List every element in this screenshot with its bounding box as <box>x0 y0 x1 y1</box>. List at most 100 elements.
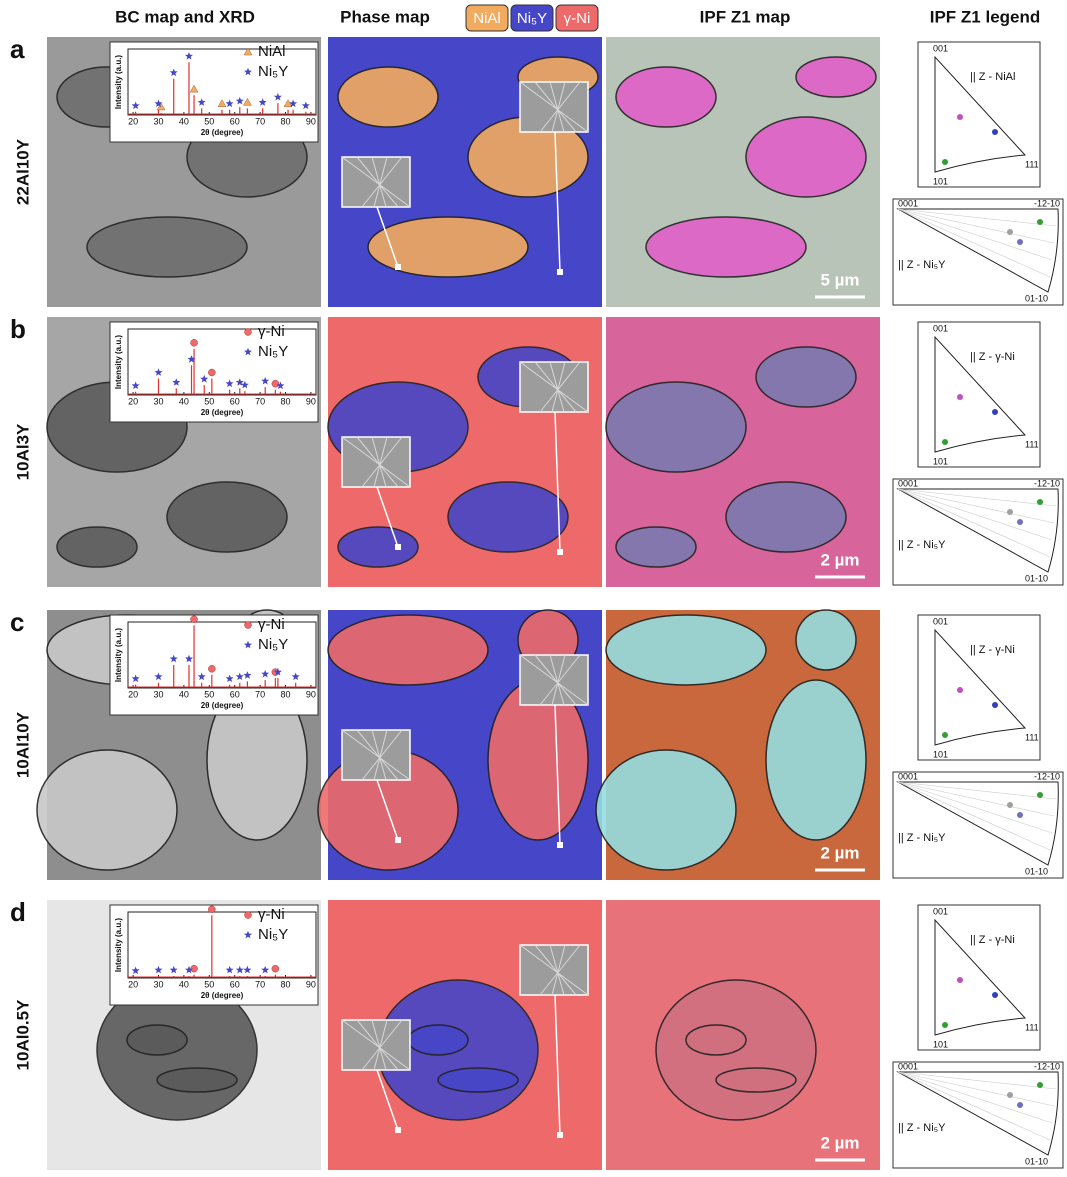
x-tick-label: 70 <box>255 396 265 406</box>
grain <box>796 57 876 97</box>
grain <box>408 1025 468 1055</box>
orientation-cluster <box>1037 1082 1043 1088</box>
orientation-cluster <box>992 702 998 708</box>
ipf-vertex: 0001 <box>898 771 918 781</box>
grain <box>726 482 846 552</box>
ipf-vertex: 01-10 <box>1025 866 1048 876</box>
row-letter: a <box>10 34 25 64</box>
ipf-box <box>918 615 1040 760</box>
page: { "column_headers": ["BC map and XRD", "… <box>0 0 1067 1177</box>
peak-marker <box>191 616 198 623</box>
ipf-vertex: -12-10 <box>1034 1061 1060 1071</box>
grain <box>766 680 866 840</box>
row-letter: c <box>10 607 24 637</box>
grain <box>716 1068 796 1092</box>
grain <box>756 347 856 407</box>
legend-label: γ-Ni <box>258 906 285 923</box>
ipf-vertex: -12-10 <box>1034 478 1060 488</box>
orientation-cluster <box>1007 229 1013 235</box>
sample-name: 10Al10Y <box>13 711 32 778</box>
legend-label: Ni₅Y <box>258 343 288 360</box>
legend-marker <box>245 912 252 919</box>
x-tick-label: 60 <box>230 689 240 699</box>
orientation-cluster <box>1017 239 1023 245</box>
x-axis-label: 2θ (degree) <box>201 128 244 137</box>
x-tick-label: 50 <box>204 396 214 406</box>
ipf-vertex: 111 <box>1025 159 1039 169</box>
legend-label: Ni₅Y <box>258 636 288 653</box>
x-tick-label: 30 <box>153 116 163 126</box>
xrd-inset <box>110 905 318 1005</box>
y-axis-label: Intensity (a.u.) <box>114 335 123 390</box>
point-marker <box>395 1127 401 1133</box>
peak-marker <box>191 339 198 346</box>
orientation-cluster <box>942 732 948 738</box>
ipf-vertex: 111 <box>1025 439 1039 449</box>
orientation-cluster <box>1037 219 1043 225</box>
orientation-cluster <box>992 129 998 135</box>
orientation-cluster <box>957 977 963 983</box>
grain <box>157 1068 237 1092</box>
x-tick-label: 40 <box>179 979 189 989</box>
sample-name: 22Al10Y <box>13 138 32 205</box>
ipf-vertex: 001 <box>933 906 948 916</box>
sample-name: 10Al0.5Y <box>13 999 32 1071</box>
row-letter: b <box>10 314 26 344</box>
grain <box>167 482 287 552</box>
grain <box>338 527 418 567</box>
grain <box>57 527 137 567</box>
ipf-label: || Z - Ni₅Y <box>898 1122 946 1134</box>
x-tick-label: 80 <box>281 396 291 406</box>
point-marker <box>557 842 563 848</box>
x-tick-label: 50 <box>204 116 214 126</box>
ipf-vertex: 01-10 <box>1025 573 1048 583</box>
orientation-cluster <box>992 992 998 998</box>
ipf-vertex: 101 <box>933 749 948 759</box>
legend-label: NiAl <box>258 43 286 60</box>
grain <box>87 217 247 277</box>
column-header: IPF Z1 map <box>700 7 791 26</box>
x-tick-label: 20 <box>128 979 138 989</box>
orientation-cluster <box>957 687 963 693</box>
ipf-vertex: 01-10 <box>1025 1156 1048 1166</box>
ipf-vertex: 101 <box>933 456 948 466</box>
x-axis-label: 2θ (degree) <box>201 991 244 1000</box>
x-tick-label: 60 <box>230 396 240 406</box>
phase-legend-label: NiAl <box>473 10 501 27</box>
peak-marker <box>208 665 215 672</box>
row-letter: d <box>10 897 26 927</box>
x-tick-label: 60 <box>230 979 240 989</box>
orientation-cluster <box>957 114 963 120</box>
grain <box>338 67 438 127</box>
x-tick-label: 70 <box>255 116 265 126</box>
x-tick-label: 80 <box>281 979 291 989</box>
ipf-vertex: 101 <box>933 1039 948 1049</box>
ipf-label: || Z - γ-Ni <box>970 934 1015 946</box>
grain <box>616 527 696 567</box>
ipf-vertex: -12-10 <box>1034 198 1060 208</box>
orientation-cluster <box>1037 499 1043 505</box>
x-tick-label: 60 <box>230 116 240 126</box>
x-tick-label: 20 <box>128 116 138 126</box>
orientation-cluster <box>942 439 948 445</box>
point-marker <box>395 837 401 843</box>
orientation-cluster <box>1017 1102 1023 1108</box>
x-tick-label: 40 <box>179 689 189 699</box>
xrd-inset <box>110 615 318 715</box>
column-header: BC map and XRD <box>115 7 255 26</box>
x-tick-label: 20 <box>128 689 138 699</box>
x-axis-label: 2θ (degree) <box>201 408 244 417</box>
grain <box>596 750 736 870</box>
ipf-box <box>918 322 1040 467</box>
ipf-vertex: 01-10 <box>1025 293 1048 303</box>
phase-legend-label: Ni₅Y <box>517 10 547 27</box>
xrd-inset <box>110 42 318 142</box>
ipf-vertex: 111 <box>1025 1022 1039 1032</box>
grain <box>448 482 568 552</box>
ipf-vertex: 001 <box>933 43 948 53</box>
ipf-box <box>918 905 1040 1050</box>
scale-bar-label: 2 µm <box>820 550 859 569</box>
x-tick-label: 70 <box>255 979 265 989</box>
